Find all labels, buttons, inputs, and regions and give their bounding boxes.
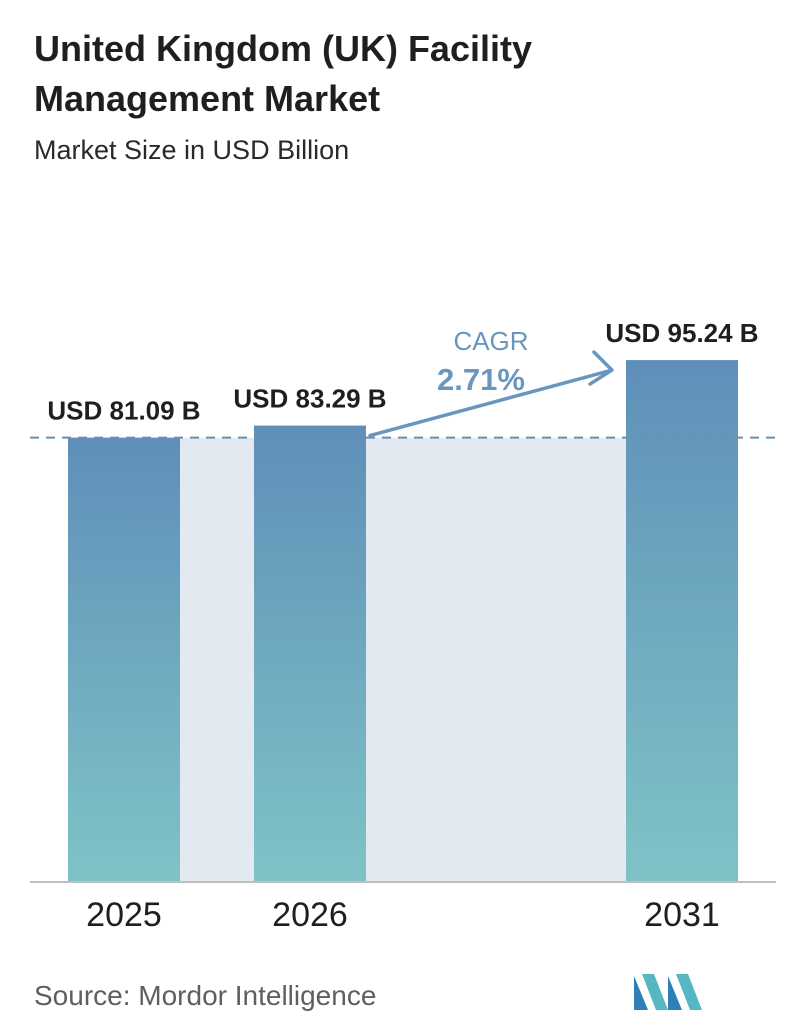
- cagr-arrow: [368, 350, 614, 438]
- background-band-layer: [180, 437, 626, 882]
- bar-layer: [68, 360, 738, 882]
- label-layer: USD 81.09 B 2025 USD 83.29 B 2026 USD 95.24 …: [47, 318, 758, 934]
- source-text: Source: Mordor Intelligence: [34, 980, 377, 1011]
- bar-chart: USD 81.09 B 2025 USD 83.29 B 2026 USD 95.24 …: [30, 318, 780, 934]
- x-tick-label-2031: 2031: [644, 896, 720, 934]
- value-label-2026: USD 83.29 B: [233, 384, 386, 414]
- bar-2031: [626, 360, 738, 882]
- cagr-label: CAGR: [453, 326, 528, 356]
- cagr-value: 2.71%: [437, 362, 525, 397]
- value-label-2025: USD 81.09 B: [47, 396, 200, 426]
- x-tick-label-2026: 2026: [272, 896, 348, 934]
- bar-2025: [68, 437, 180, 882]
- x-tick-label-2025: 2025: [86, 896, 162, 934]
- background-band: [366, 437, 626, 882]
- value-label-2031: USD 95.24 B: [605, 318, 758, 348]
- chart-subtitle: Market Size in USD Billion: [34, 135, 350, 165]
- cagr-annotation: CAGR 2.71%: [368, 326, 614, 438]
- bar-2026: [254, 425, 366, 882]
- chart-title: United Kingdom (UK) Facility Management …: [34, 28, 532, 119]
- mordor-intelligence-logo-icon: [634, 974, 702, 1010]
- background-band: [180, 437, 254, 882]
